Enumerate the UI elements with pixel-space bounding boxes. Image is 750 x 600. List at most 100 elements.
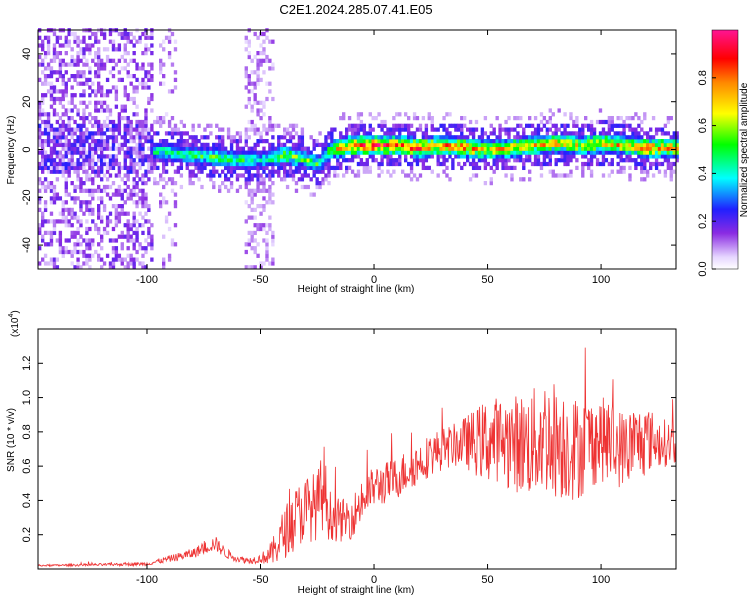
heatmap-cell — [46, 62, 51, 67]
heatmap-cell — [646, 142, 650, 148]
heatmap-cell — [129, 196, 133, 201]
heatmap-cell — [356, 123, 361, 128]
heatmap-cell — [427, 165, 431, 171]
heatmap-cell — [94, 70, 98, 75]
heatmap-cell — [82, 51, 86, 56]
snr-y-axis-label: SNR (10 * v/v) — [6, 408, 17, 472]
heatmap-cell — [41, 139, 45, 144]
heatmap-cell — [76, 142, 80, 148]
heatmap-cell — [226, 188, 231, 193]
heatmap-cell — [191, 139, 195, 144]
heatmap-cell — [433, 139, 437, 144]
heatmap-cell — [185, 165, 189, 171]
heatmap-cell — [324, 173, 328, 178]
heatmap-cell — [156, 154, 160, 159]
heatmap-cell — [64, 165, 68, 171]
heatmap-cell — [150, 127, 154, 132]
heatmap-cell — [483, 139, 488, 144]
heatmap-cell — [265, 242, 269, 247]
heatmap-cell — [280, 158, 284, 163]
heatmap-cell — [132, 150, 136, 155]
heatmap-cell — [123, 31, 127, 37]
heatmap-cell — [138, 39, 142, 44]
heatmap-cell — [386, 169, 390, 174]
heatmap-cell — [353, 173, 358, 178]
heatmap-cell — [132, 51, 136, 56]
heatmap-cell — [38, 226, 42, 232]
heatmap-cell — [303, 165, 307, 171]
heatmap-cell — [144, 249, 148, 255]
heatmap-cell — [371, 139, 375, 144]
heatmap-cell — [566, 150, 570, 155]
heatmap-cell — [61, 158, 65, 163]
heatmap-cell — [46, 219, 51, 224]
heatmap-cell — [73, 35, 77, 40]
heatmap-cell — [513, 146, 517, 151]
heatmap-cell — [256, 77, 260, 83]
heatmap-cell — [471, 173, 476, 178]
heatmap-cell — [495, 158, 499, 163]
heatmap-cell — [362, 127, 367, 132]
heatmap-cell — [622, 158, 626, 163]
heatmap-cell — [135, 154, 139, 159]
heatmap-cell — [135, 119, 139, 125]
heatmap-cell — [76, 112, 80, 117]
heatmap-cell — [271, 234, 275, 239]
heatmap-cell — [126, 165, 130, 171]
heatmap-cell — [584, 139, 588, 144]
heatmap-cell — [132, 238, 136, 243]
heatmap-cell — [108, 158, 113, 163]
heatmap-cell — [85, 58, 89, 63]
heatmap-cell — [129, 74, 133, 79]
heatmap-cell — [147, 127, 151, 132]
heatmap-cell — [117, 58, 122, 63]
heatmap-cell — [368, 150, 372, 155]
heatmap-cell — [350, 169, 355, 174]
heatmap-cell — [675, 150, 679, 155]
heatmap-cell — [548, 158, 552, 163]
heatmap-cell — [592, 154, 597, 159]
heatmap-cell — [129, 154, 133, 159]
heatmap-cell — [105, 154, 110, 159]
heatmap-cell — [91, 161, 95, 167]
heatmap-cell — [498, 142, 502, 148]
heatmap-cell — [333, 169, 337, 174]
heatmap-cell — [268, 127, 272, 132]
heatmap-cell — [312, 169, 316, 174]
heatmap-cell — [194, 139, 198, 144]
heatmap-cell — [144, 43, 148, 48]
heatmap-cell — [392, 139, 396, 144]
heatmap-cell — [206, 135, 210, 140]
heatmap-cell — [120, 211, 124, 216]
heatmap-cell — [117, 127, 122, 132]
heatmap-cell — [46, 131, 51, 136]
heatmap-cell — [654, 150, 659, 155]
heatmap-cell — [215, 146, 219, 151]
heatmap-cell — [368, 146, 372, 151]
heatmap-cell — [356, 116, 361, 121]
heatmap-cell — [135, 104, 139, 109]
heatmap-cell — [486, 150, 490, 155]
heatmap-cell — [49, 230, 54, 236]
heatmap-cell — [306, 150, 310, 155]
heatmap-cell — [61, 62, 65, 67]
heatmap-cell — [256, 188, 260, 193]
heatmap-cell — [407, 142, 411, 148]
heatmap-cell — [126, 234, 130, 239]
heatmap-cell — [539, 112, 544, 117]
heatmap-cell — [498, 154, 502, 159]
heatmap-cell — [409, 139, 414, 144]
heatmap-cell — [120, 177, 124, 182]
heatmap-cell — [138, 196, 142, 201]
heatmap-cell — [79, 131, 83, 136]
heatmap-cell — [91, 165, 95, 171]
heatmap-cell — [634, 112, 638, 117]
heatmap-cell — [528, 158, 532, 163]
heatmap-cell — [489, 139, 493, 144]
heatmap-cell — [61, 219, 65, 224]
heatmap-cell — [528, 139, 532, 144]
heatmap-cell — [460, 139, 464, 144]
heatmap-cell — [250, 192, 254, 197]
heatmap-cell — [52, 196, 57, 201]
heatmap-cell — [41, 146, 45, 151]
